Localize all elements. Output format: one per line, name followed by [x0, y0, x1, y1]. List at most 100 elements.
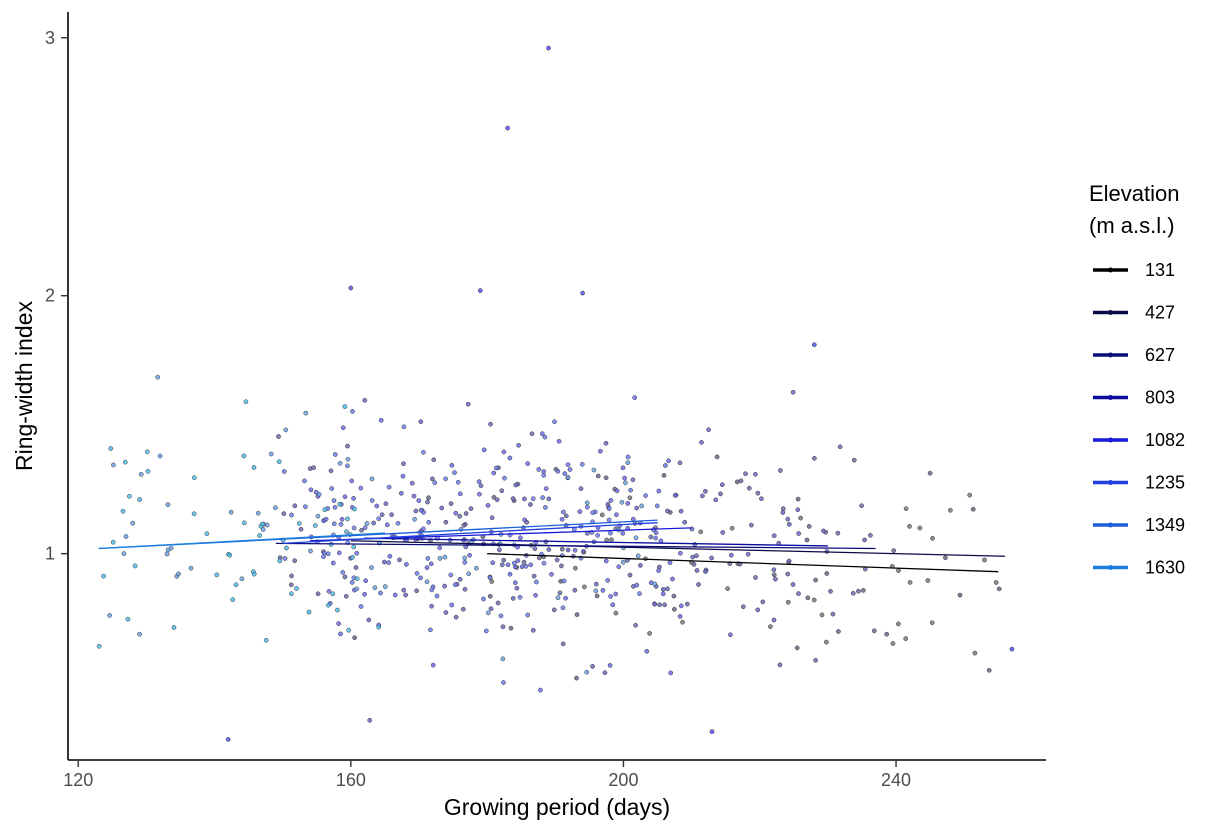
data-point [437, 556, 443, 561]
data-point [284, 545, 289, 551]
data-point [644, 648, 650, 654]
data-point [780, 506, 786, 512]
data-point [590, 664, 595, 669]
data-point [785, 571, 791, 577]
data-point [495, 600, 501, 606]
data-point [536, 467, 542, 472]
data-point [374, 503, 380, 509]
data-point [777, 662, 783, 668]
data-point [625, 454, 631, 460]
data-point [476, 479, 482, 484]
data-point [555, 468, 561, 474]
data-point [948, 507, 953, 513]
data-point [481, 596, 486, 602]
data-point [660, 587, 666, 592]
data-point [330, 591, 336, 597]
data-point [487, 575, 493, 581]
data-point [595, 473, 601, 479]
data-point [416, 498, 422, 503]
data-point [340, 425, 346, 431]
data-point [491, 494, 497, 500]
data-point [359, 527, 364, 533]
data-point [678, 603, 684, 609]
data-point [917, 525, 923, 531]
data-point [379, 512, 385, 518]
legend-point-131 [1108, 267, 1113, 273]
data-point [554, 557, 560, 563]
data-point [432, 480, 438, 486]
data-point [521, 559, 527, 565]
data-point [395, 520, 401, 526]
data-point [656, 488, 662, 494]
data-point [584, 504, 590, 510]
data-point [709, 555, 714, 561]
data-point [276, 434, 281, 439]
data-point [326, 588, 332, 594]
data-point [635, 553, 641, 559]
legend-items: 131 427 627 803 1082 1235 1349 1630 [1093, 260, 1185, 578]
data-point [369, 476, 375, 482]
trend-line-131 [487, 553, 999, 573]
data-point [449, 462, 455, 468]
data-point [1009, 646, 1015, 652]
data-point [835, 530, 841, 536]
data-point [522, 517, 527, 523]
data-point [474, 565, 479, 571]
data-point [354, 550, 360, 556]
data-point [403, 592, 408, 598]
data-point [563, 513, 569, 519]
data-point [358, 485, 364, 491]
legend-label-803: 803 [1145, 388, 1175, 408]
data-point [491, 470, 497, 476]
data-point [239, 576, 245, 582]
data-point [351, 544, 357, 550]
data-point [549, 571, 554, 577]
data-point [567, 467, 573, 472]
data-point [796, 591, 801, 596]
data-point [541, 469, 547, 474]
data-point [778, 468, 783, 473]
data-point [684, 601, 690, 607]
data-point [401, 587, 407, 593]
data-point [582, 584, 587, 590]
data-point [643, 493, 648, 498]
data-point [725, 586, 730, 591]
data-point [294, 586, 299, 591]
data-point [753, 471, 758, 477]
data-point [595, 533, 600, 538]
data-point [619, 499, 625, 505]
data-point [943, 555, 948, 561]
data-point [463, 511, 469, 516]
data-point [111, 462, 116, 468]
data-point [533, 592, 538, 598]
data-point [442, 554, 448, 560]
data-point [517, 594, 523, 600]
legend-point-427 [1108, 310, 1113, 315]
data-point [691, 562, 697, 567]
data-point [348, 285, 354, 291]
data-point [986, 667, 992, 673]
data-point [647, 631, 652, 636]
data-point [343, 593, 349, 599]
data-point [345, 516, 350, 522]
data-point [896, 621, 901, 627]
data-point [812, 455, 817, 461]
data-point [467, 552, 472, 558]
data-point [665, 508, 670, 514]
data-point [614, 488, 620, 494]
data-point [627, 572, 633, 578]
data-point [755, 490, 761, 496]
data-point [850, 590, 856, 596]
data-point [352, 635, 357, 641]
data-point [637, 591, 642, 596]
data-point [260, 521, 265, 527]
data-point [996, 586, 1002, 592]
data-point [670, 576, 675, 582]
data-point [703, 569, 708, 574]
data-point [598, 448, 603, 454]
data-point [437, 545, 443, 551]
data-point [753, 575, 758, 580]
data-point [339, 516, 345, 522]
data-point [378, 417, 384, 423]
data-point [773, 576, 778, 582]
